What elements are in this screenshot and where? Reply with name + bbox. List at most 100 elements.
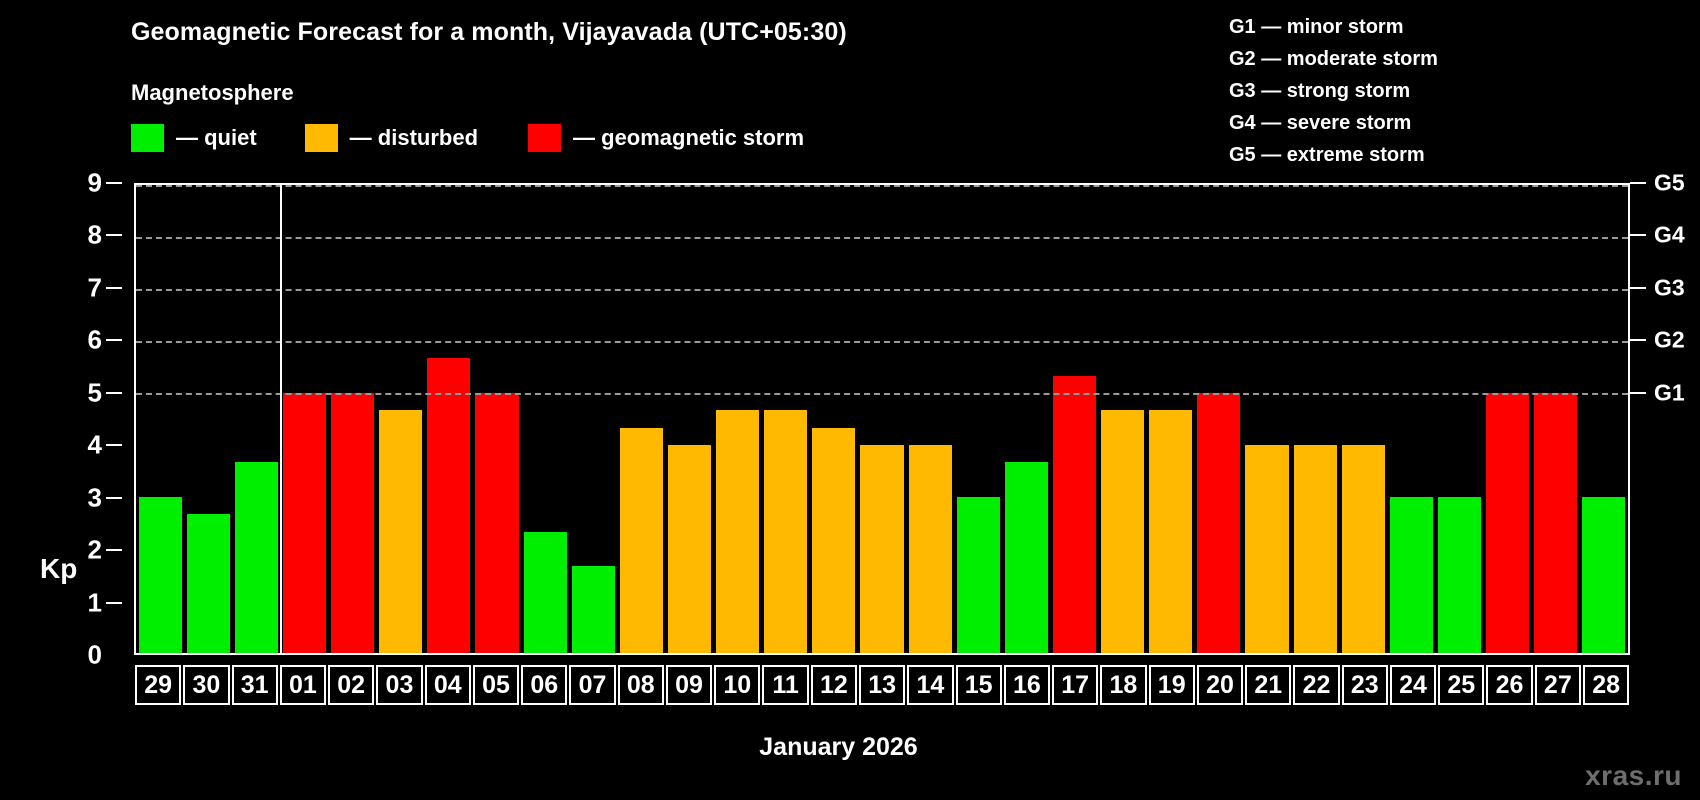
bar-cell-07[interactable]	[569, 185, 617, 653]
bar-cell-02[interactable]	[329, 185, 377, 653]
day-label-31[interactable]: 31	[231, 665, 278, 705]
day-label-06[interactable]: 06	[521, 665, 568, 705]
bar-cell-15[interactable]	[954, 185, 1002, 653]
bar-24[interactable]	[1389, 497, 1433, 653]
bar-14[interactable]	[908, 445, 952, 653]
day-label-26[interactable]: 26	[1486, 665, 1533, 705]
bar-cell-13[interactable]	[858, 185, 906, 653]
day-label-18[interactable]: 18	[1100, 665, 1147, 705]
day-label-07[interactable]: 07	[569, 665, 616, 705]
gridline-kp-8	[136, 237, 1628, 239]
bar-cell-19[interactable]	[1147, 185, 1195, 653]
day-label-16[interactable]: 16	[1003, 665, 1051, 705]
bar-cell-06[interactable]	[521, 185, 569, 653]
bar-06[interactable]	[523, 531, 567, 653]
day-label-03[interactable]: 03	[376, 665, 423, 705]
bar-26[interactable]	[1486, 393, 1530, 653]
bar-cell-20[interactable]	[1195, 185, 1243, 653]
bar-cell-24[interactable]	[1387, 185, 1435, 653]
bar-25[interactable]	[1437, 497, 1481, 653]
day-label-15[interactable]: 15	[955, 665, 1002, 705]
day-label-10[interactable]: 10	[714, 665, 761, 705]
bar-23[interactable]	[1341, 445, 1385, 653]
day-label-23[interactable]: 23	[1341, 665, 1388, 705]
bar-cell-28[interactable]	[1580, 185, 1628, 653]
bar-cell-08[interactable]	[617, 185, 665, 653]
bar-10[interactable]	[716, 410, 760, 653]
bar-cell-16[interactable]	[1002, 185, 1050, 653]
day-label-30[interactable]: 30	[183, 665, 230, 705]
day-label-28[interactable]: 28	[1582, 665, 1630, 705]
day-label-19[interactable]: 19	[1148, 665, 1195, 705]
bar-cell-25[interactable]	[1435, 185, 1483, 653]
y-tick-label-8: 8	[87, 219, 102, 250]
bar-04[interactable]	[427, 358, 471, 653]
bar-20[interactable]	[1197, 393, 1241, 653]
bar-cell-23[interactable]	[1339, 185, 1387, 653]
y-tick-label-9: 9	[87, 167, 102, 198]
bar-12[interactable]	[812, 427, 856, 653]
bar-series	[136, 185, 1628, 653]
bar-08[interactable]	[619, 427, 663, 653]
bar-18[interactable]	[1101, 410, 1145, 653]
day-label-20[interactable]: 20	[1196, 665, 1244, 705]
bar-cell-22[interactable]	[1291, 185, 1339, 653]
bar-21[interactable]	[1245, 445, 1289, 653]
bar-cell-21[interactable]	[1243, 185, 1291, 653]
bar-03[interactable]	[379, 410, 423, 653]
bar-cell-17[interactable]	[1050, 185, 1098, 653]
bar-cell-14[interactable]	[906, 185, 954, 653]
legend-item-disturbed: — disturbed	[304, 124, 478, 152]
day-label-11[interactable]: 11	[762, 665, 809, 705]
bar-07[interactable]	[571, 566, 615, 653]
day-label-29[interactable]: 29	[135, 665, 182, 705]
bar-13[interactable]	[860, 445, 904, 653]
bar-cell-12[interactable]	[810, 185, 858, 653]
bar-cell-30[interactable]	[184, 185, 232, 653]
bar-19[interactable]	[1149, 410, 1193, 653]
bar-cell-26[interactable]	[1484, 185, 1532, 653]
bar-02[interactable]	[331, 393, 375, 653]
day-label-21[interactable]: 21	[1245, 665, 1292, 705]
bar-16[interactable]	[1004, 462, 1048, 653]
day-label-13[interactable]: 13	[858, 665, 906, 705]
day-label-05[interactable]: 05	[472, 665, 520, 705]
bar-cell-31[interactable]	[232, 185, 280, 653]
day-label-24[interactable]: 24	[1389, 665, 1437, 705]
bar-cell-01[interactable]	[280, 185, 328, 653]
day-label-14[interactable]: 14	[907, 665, 954, 705]
bar-30[interactable]	[186, 514, 230, 653]
x-axis-label-text: January 2026	[759, 733, 918, 761]
day-label-08[interactable]: 08	[617, 665, 664, 705]
bar-27[interactable]	[1534, 393, 1578, 653]
bar-01[interactable]	[282, 393, 326, 653]
day-label-12[interactable]: 12	[810, 665, 857, 705]
day-label-17[interactable]: 17	[1052, 665, 1099, 705]
bar-28[interactable]	[1582, 497, 1626, 653]
g-tick-mark-G1	[1630, 391, 1646, 394]
bar-cell-29[interactable]	[136, 185, 184, 653]
bar-22[interactable]	[1293, 445, 1337, 653]
bar-cell-04[interactable]	[425, 185, 473, 653]
day-label-01[interactable]: 01	[279, 665, 327, 705]
bar-cell-27[interactable]	[1532, 185, 1580, 653]
bar-31[interactable]	[234, 462, 278, 653]
bar-cell-05[interactable]	[473, 185, 521, 653]
bar-cell-11[interactable]	[762, 185, 810, 653]
day-label-27[interactable]: 27	[1534, 665, 1581, 705]
bar-17[interactable]	[1052, 375, 1096, 653]
day-label-09[interactable]: 09	[665, 665, 713, 705]
day-label-22[interactable]: 22	[1293, 665, 1340, 705]
day-label-04[interactable]: 04	[424, 665, 471, 705]
day-label-02[interactable]: 02	[328, 665, 375, 705]
bar-11[interactable]	[764, 410, 808, 653]
bar-15[interactable]	[956, 497, 1000, 653]
bar-cell-03[interactable]	[377, 185, 425, 653]
bar-cell-18[interactable]	[1099, 185, 1147, 653]
bar-05[interactable]	[475, 393, 519, 653]
bar-29[interactable]	[138, 497, 182, 653]
bar-cell-09[interactable]	[665, 185, 713, 653]
bar-cell-10[interactable]	[714, 185, 762, 653]
day-label-25[interactable]: 25	[1438, 665, 1485, 705]
bar-09[interactable]	[667, 445, 711, 653]
